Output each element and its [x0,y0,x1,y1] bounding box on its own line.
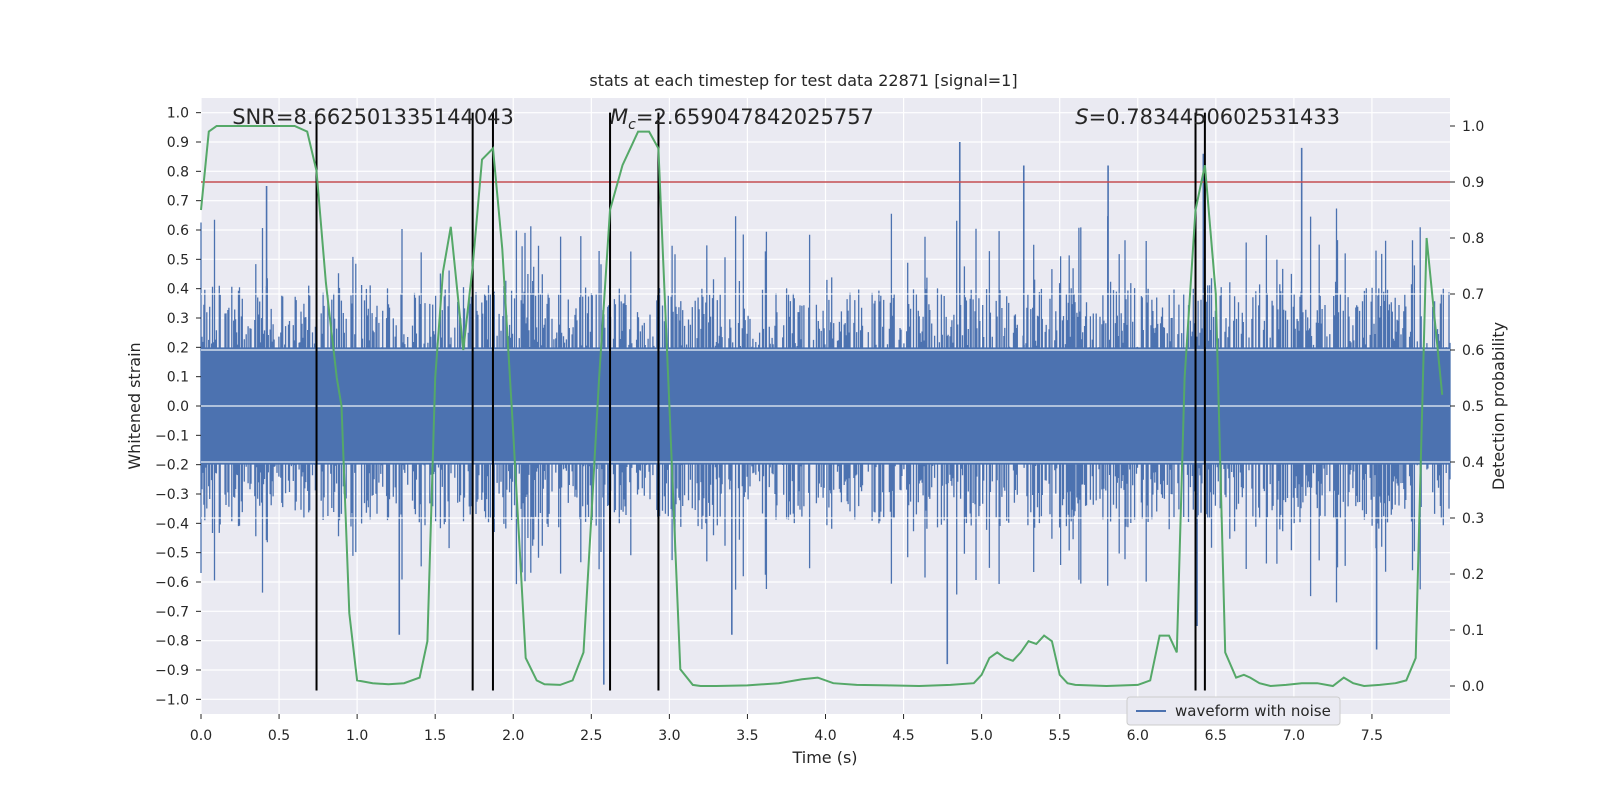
y-tick-label: 0.7 [167,194,189,210]
y-tick-label: 0.3 [167,311,189,327]
stat-annotations: SNR=8.662501335144043 Mc=2.65904784202575… [232,105,1340,133]
x-tick-label: 4.0 [814,728,836,744]
x-tick-label: 0.0 [190,728,212,744]
y-tick-label: −0.5 [155,546,189,562]
y-tick-label: −0.7 [155,604,189,620]
stat-annotation-2: S=0.7834450602531433 [1075,105,1340,129]
y2-tick-label: 0.2 [1462,567,1484,583]
y-tick-label: −0.8 [155,634,189,650]
y-tick-label: 0.6 [167,223,189,239]
annotation-value: =0.7834450602531433 [1089,105,1340,129]
annotation-prefix: S [1075,105,1088,129]
annotation-value: =8.662501335144043 [276,105,514,129]
x-tick-label: 6.5 [1205,728,1227,744]
legend-box [1126,696,1341,726]
x-tick-label: 2.0 [502,728,524,744]
y-tick-label: −0.3 [155,487,189,503]
y-tick-label: −0.6 [155,575,189,591]
y2-tick-label: 0.0 [1462,679,1484,695]
stat-annotation-1: Mc=2.659047842025757 [610,105,874,133]
annotation-prefix: SNR [232,105,276,129]
x-tick-label: 1.0 [346,728,368,744]
chart-title: stats at each timestep for test data 228… [589,71,1017,90]
y-tick-label: −0.2 [155,458,189,474]
annotation-value: =2.659047842025757 [636,105,874,129]
stat-annotation-0: SNR=8.662501335144043 [232,105,514,129]
annotation-subscript: c [628,117,636,133]
y2-tick-label: 0.8 [1462,231,1484,247]
detection-probability-line [200,125,1444,688]
x-tick-label: 6.0 [1127,728,1149,744]
data-layer [200,112,1451,691]
x-tick-label: 3.0 [658,728,680,744]
x-tick-label: 7.5 [1361,728,1383,744]
axes: 0.0 0.5 1.0 1.5 2.0 2.5 3.0 3.5 4.0 4.5 5.0 5.5 6.0 6… [155,106,1484,744]
x-tick-label: 5.0 [970,728,992,744]
y-tick-label: −0.1 [155,428,189,444]
y2-tick-label: 0.4 [1462,455,1484,471]
y-tick-label: 0.4 [167,282,189,298]
x-tick-label: 7.0 [1283,728,1305,744]
y2-tick-label: 0.5 [1462,399,1484,415]
y2-tick-label: 0.7 [1462,287,1484,303]
x-tick-label: 1.5 [424,728,446,744]
x-tick-label: 5.5 [1049,728,1071,744]
x-tick-label: 4.5 [892,728,914,744]
y2-tick-label: 1.0 [1462,119,1484,135]
y-tick-label: 0.1 [167,370,189,386]
legend: waveform with noise [1126,696,1341,726]
x-tick-label: 3.5 [736,728,758,744]
y2-tick-label: 0.9 [1462,175,1484,191]
legend-label: waveform with noise [1175,702,1331,720]
x-axis-label-group: Time (s) [791,748,857,767]
y-tick-label: −0.9 [155,663,189,679]
y2-axis-label: Detection probability [1489,322,1508,490]
y2-tick-label: 0.3 [1462,511,1484,527]
annotation-prefix: M [610,105,628,129]
y-tick-label: 0.0 [167,399,189,415]
y2-tick-label: 0.1 [1462,623,1484,639]
y-axis-label: Whitened strain [125,342,144,469]
y-tick-label: 0.5 [167,252,189,268]
x-axis-label: Time (s) [791,748,857,767]
y-tick-label: 1.0 [167,106,189,122]
y-tick-label: 0.9 [167,135,189,151]
y-tick-label: −0.4 [155,516,189,532]
x-tick-label: 2.5 [580,728,602,744]
y-tick-label: −1.0 [155,692,189,708]
y2-tick-label: 0.6 [1462,343,1484,359]
x-tick-label: 0.5 [268,728,290,744]
y-tick-label: 0.8 [167,164,189,180]
y-tick-label: 0.2 [167,340,189,356]
